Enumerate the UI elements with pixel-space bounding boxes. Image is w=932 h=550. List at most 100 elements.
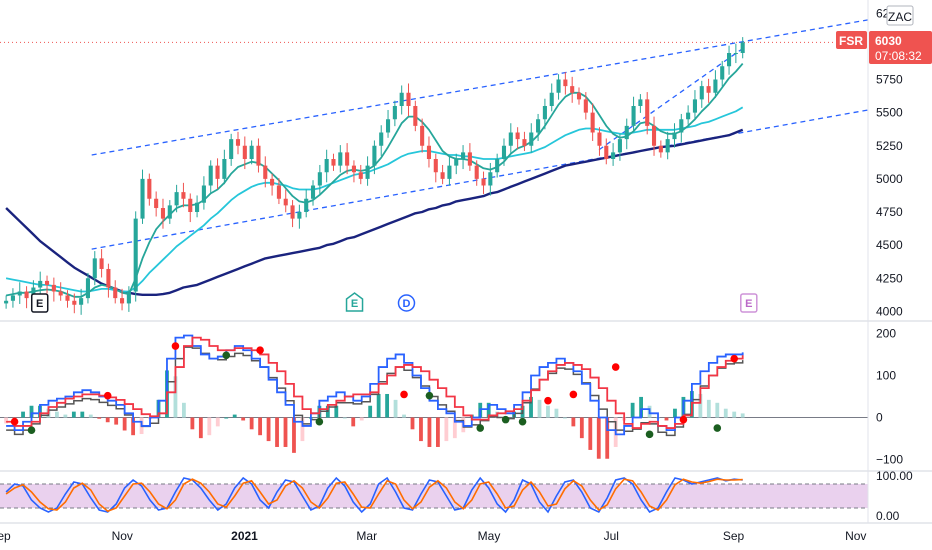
candle[interactable] (658, 145, 663, 153)
candle[interactable] (624, 125, 629, 140)
candle[interactable] (488, 172, 493, 186)
candle[interactable] (467, 152, 472, 166)
candle[interactable] (570, 86, 575, 93)
candle[interactable] (4, 300, 9, 304)
candle[interactable] (256, 145, 261, 166)
candle[interactable] (672, 132, 677, 140)
candle[interactable] (638, 99, 643, 106)
candle[interactable] (31, 287, 36, 299)
candle[interactable] (338, 152, 343, 166)
candle[interactable] (645, 99, 650, 126)
candle[interactable] (297, 212, 302, 219)
candle[interactable] (727, 53, 732, 67)
candle[interactable] (208, 165, 213, 186)
candle[interactable] (140, 178, 145, 219)
candle[interactable] (576, 92, 582, 100)
event-marker[interactable] (740, 293, 758, 313)
candle[interactable] (324, 159, 329, 173)
candle[interactable] (24, 291, 29, 299)
trendline[interactable] (91, 109, 869, 250)
stochastic-rsi-pane[interactable] (0, 476, 868, 514)
candle[interactable] (154, 198, 159, 209)
candle[interactable] (351, 165, 356, 173)
candle[interactable] (542, 106, 547, 120)
candle[interactable] (686, 112, 691, 120)
candle[interactable] (529, 132, 534, 146)
candle[interactable] (310, 185, 316, 199)
candle[interactable] (590, 112, 595, 133)
candle[interactable] (461, 152, 466, 159)
candle[interactable] (106, 268, 111, 288)
candle[interactable] (160, 208, 166, 219)
candle[interactable] (201, 185, 206, 203)
candle[interactable] (447, 165, 452, 179)
candle[interactable] (604, 145, 609, 159)
candle[interactable] (358, 172, 363, 179)
candle[interactable] (290, 205, 295, 219)
candle[interactable] (181, 192, 186, 199)
candle[interactable] (665, 139, 670, 153)
candle[interactable] (133, 218, 138, 292)
corner-label[interactable]: ZAC (888, 10, 912, 24)
trendline[interactable] (91, 19, 869, 156)
candle[interactable] (372, 145, 377, 166)
candle[interactable] (10, 295, 15, 301)
candle[interactable] (72, 300, 77, 305)
candle[interactable] (413, 106, 418, 126)
event-marker[interactable] (30, 293, 49, 313)
candle[interactable] (51, 284, 56, 292)
candle[interactable] (740, 42, 745, 53)
candle[interactable] (283, 198, 288, 206)
candle[interactable] (85, 278, 91, 299)
event-marker[interactable] (397, 294, 416, 312)
candle[interactable] (392, 106, 397, 120)
macd-pane[interactable] (0, 334, 868, 459)
candle[interactable] (706, 86, 711, 93)
candle[interactable] (38, 280, 43, 288)
candle[interactable] (188, 198, 193, 212)
candle[interactable] (563, 79, 568, 87)
candle[interactable] (611, 152, 616, 159)
candle[interactable] (597, 132, 602, 146)
candle[interactable] (536, 119, 541, 133)
candle[interactable] (365, 165, 370, 179)
candle[interactable] (222, 159, 227, 179)
candle[interactable] (92, 258, 97, 279)
event-marker[interactable] (345, 292, 364, 312)
candle[interactable] (17, 291, 22, 296)
candle[interactable] (345, 152, 350, 166)
candle[interactable] (556, 79, 561, 93)
corner-label-box[interactable] (886, 5, 914, 26)
candle[interactable] (331, 159, 336, 166)
candle[interactable] (195, 202, 200, 212)
candle[interactable] (651, 125, 657, 146)
candle[interactable] (583, 99, 588, 113)
candle[interactable] (113, 287, 118, 299)
candle[interactable] (522, 139, 527, 146)
candle[interactable] (426, 145, 432, 159)
candle[interactable] (481, 178, 486, 186)
candle[interactable] (120, 298, 125, 304)
candle[interactable] (406, 92, 411, 106)
candle[interactable] (174, 192, 179, 206)
candle[interactable] (147, 178, 152, 199)
candle[interactable] (515, 132, 520, 140)
candle[interactable] (215, 165, 220, 179)
candle[interactable] (242, 145, 247, 159)
candle[interactable] (317, 172, 322, 186)
candle[interactable] (508, 132, 513, 146)
candle[interactable] (420, 125, 425, 146)
candle[interactable] (733, 53, 738, 54)
candle[interactable] (399, 92, 404, 106)
candle[interactable] (699, 86, 704, 100)
candle[interactable] (65, 295, 70, 301)
candle[interactable] (229, 139, 234, 159)
candle[interactable] (720, 66, 725, 80)
candle[interactable] (617, 139, 622, 153)
candle[interactable] (99, 258, 104, 269)
candle[interactable] (385, 119, 391, 133)
candle[interactable] (167, 205, 172, 219)
candle[interactable] (249, 145, 254, 159)
candle[interactable] (440, 172, 445, 179)
candle[interactable] (495, 159, 500, 173)
